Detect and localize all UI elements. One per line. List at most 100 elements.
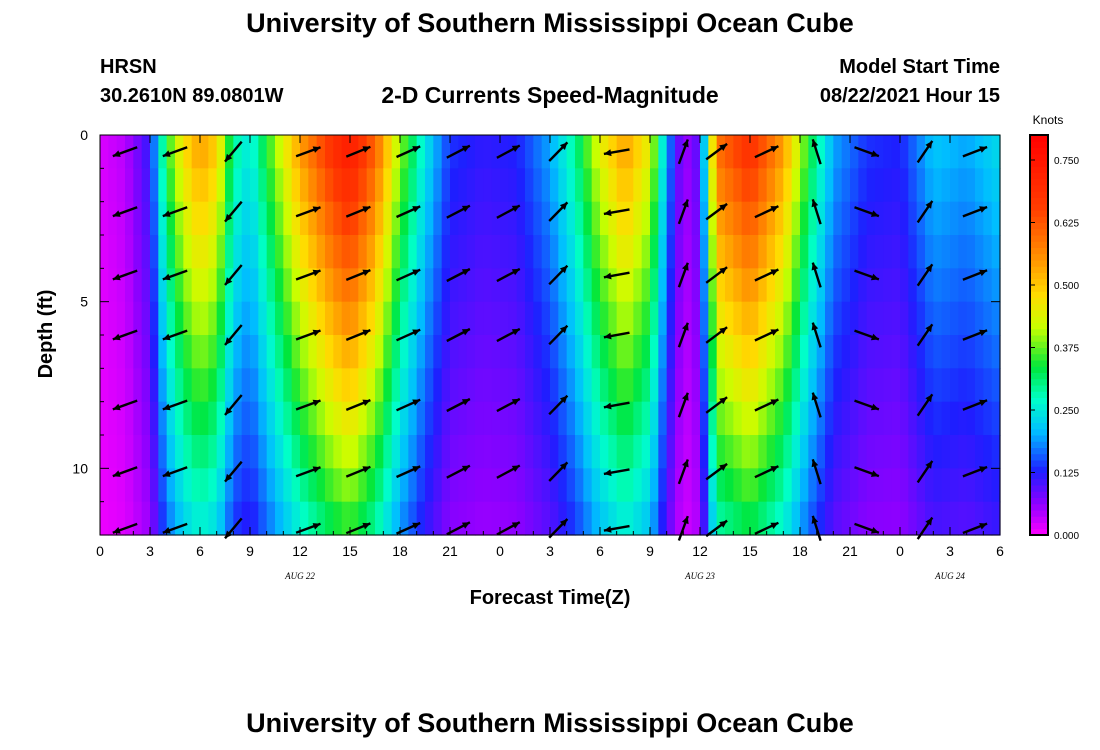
heatmap-cell (150, 301, 159, 336)
heatmap-cell (716, 435, 726, 469)
heatmap-cell (316, 335, 326, 369)
heatmap-cell (116, 268, 126, 303)
heatmap-cell (283, 435, 293, 469)
heatmap-cell (525, 201, 534, 236)
heatmap-cell (283, 268, 293, 303)
colorbar-segment (1030, 503, 1048, 511)
heatmap-cell (758, 435, 768, 469)
x-tick-label: 21 (842, 543, 858, 559)
heatmap-cell (975, 335, 984, 369)
heatmap-cell (608, 335, 618, 369)
heatmap-cell (900, 468, 909, 503)
current-arrow (224, 264, 243, 286)
heatmap-cell (641, 335, 651, 369)
arrow-head (811, 459, 819, 468)
heatmap-cell (766, 368, 776, 403)
heatmap-cell (733, 301, 743, 336)
heatmap-cell (350, 135, 359, 169)
heatmap-cell (950, 468, 959, 503)
arrow-head (362, 206, 371, 213)
current-arrow (811, 458, 822, 485)
heatmap-cell (358, 168, 368, 203)
heatmap-cell (550, 435, 559, 469)
heatmap-cell (558, 135, 568, 169)
heatmap-cell (533, 335, 543, 369)
heatmap-cell (791, 335, 801, 369)
heatmap-cell (958, 135, 968, 169)
current-arrow (345, 328, 371, 342)
heatmap-cell (291, 301, 301, 336)
heatmap-cell (366, 401, 376, 436)
heatmap-cell (508, 135, 518, 169)
heatmap-cell (908, 268, 918, 303)
heatmap-cell (691, 401, 701, 436)
heatmap-cell (983, 335, 993, 369)
heatmap-cell (641, 501, 651, 536)
heatmap-cell (875, 435, 884, 469)
current-arrow (396, 145, 421, 159)
heatmap-cell (458, 335, 468, 369)
colorbar-segment (1030, 172, 1048, 180)
heatmap-cell (458, 435, 468, 469)
heatmap-cell (683, 168, 693, 203)
heatmap-cell (925, 168, 934, 203)
heatmap-cell (483, 435, 493, 469)
heatmap-cell (675, 435, 684, 469)
heatmap-cell (658, 335, 668, 369)
arrow-head (112, 470, 121, 477)
heatmap-cell (483, 268, 493, 303)
heatmap-cell (716, 401, 726, 436)
heatmap-cell (891, 201, 901, 236)
arrow-head (511, 522, 520, 529)
heatmap-cell (166, 501, 176, 536)
heatmap-cell (133, 335, 143, 369)
station-name: HRSN (100, 56, 157, 78)
arrow-head (461, 329, 470, 336)
heatmap-cell (241, 168, 251, 203)
arrow-head (770, 329, 779, 336)
heatmap-cell (350, 401, 359, 436)
heatmap-cell (250, 368, 259, 403)
heatmap-cell (408, 201, 418, 236)
heatmap-cell (941, 268, 951, 303)
heatmap-cell (866, 335, 876, 369)
heatmap-cell (333, 201, 343, 236)
heatmap-cell (575, 235, 584, 269)
heatmap-cell (716, 201, 726, 236)
heatmap-cell (450, 268, 459, 303)
colorbar-tick-label: 0.000 (1054, 531, 1079, 542)
heatmap-cell (691, 368, 701, 403)
heatmap-cell (958, 235, 968, 269)
heatmap-cell (441, 501, 451, 536)
heatmap-cell (991, 268, 1001, 303)
heatmap-cell (325, 401, 334, 436)
heatmap-cell (258, 301, 268, 336)
heatmap-cell (283, 401, 293, 436)
heatmap-cell (358, 201, 368, 236)
heatmap-cell (533, 168, 543, 203)
heatmap-cell (125, 335, 134, 369)
heatmap-cell (100, 468, 109, 503)
heatmap-cell (808, 335, 818, 369)
heatmap-cell (450, 501, 459, 536)
heatmap-cell (700, 468, 709, 503)
heatmap-cell (208, 435, 218, 469)
heatmap-cell (383, 368, 393, 403)
heatmap-cell (416, 168, 426, 203)
heatmap-cell (908, 401, 918, 436)
heatmap-cell (116, 235, 126, 269)
heatmap-cell (258, 368, 268, 403)
heatmap-cell (475, 435, 484, 469)
colorbar-segment (1030, 472, 1048, 480)
heatmap-cell (575, 168, 584, 203)
arrow-head (682, 392, 689, 401)
heatmap-cell (775, 201, 784, 236)
heatmap-cell (791, 201, 801, 236)
heatmap-cell (608, 201, 618, 236)
current-arrow (854, 466, 880, 478)
heatmap-cell (583, 268, 593, 303)
heatmap-cell (966, 301, 976, 336)
heatmap-cell (150, 468, 159, 503)
heatmap-cell (808, 301, 818, 336)
heatmap-cell (550, 368, 559, 403)
